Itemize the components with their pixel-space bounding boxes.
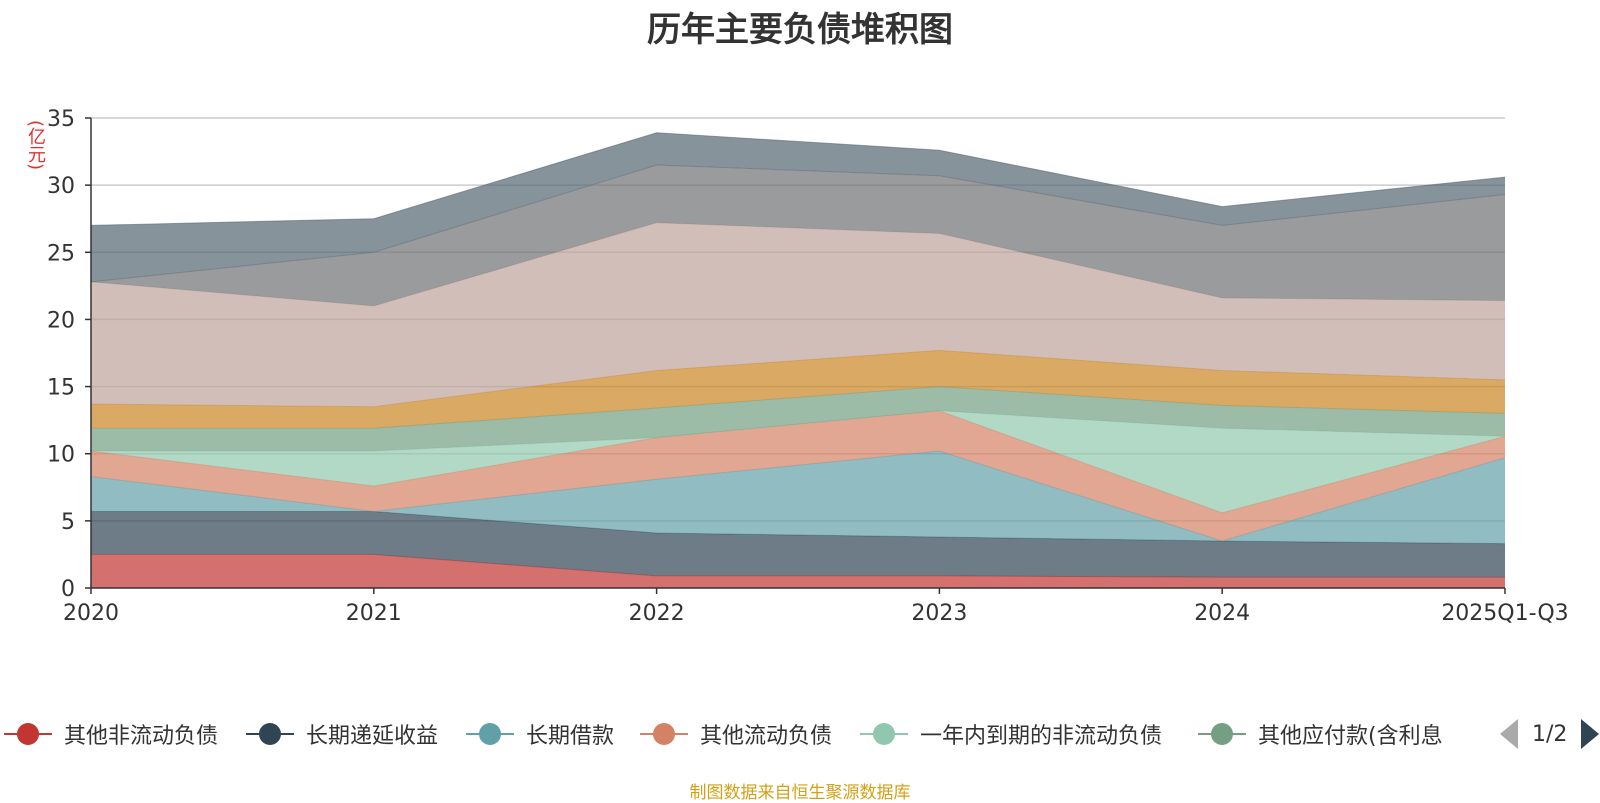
legend-marker-icon	[4, 719, 52, 749]
area-series-10-line	[90, 132, 1506, 226]
area-series-9-line	[90, 164, 1506, 283]
legend-page-indicator: 1/2	[1532, 721, 1568, 747]
y-tick-label: 10	[47, 443, 75, 468]
legend-label: 长期递延收益	[306, 724, 439, 749]
area-layer	[90, 132, 1506, 588]
y-tick-label: 25	[47, 241, 75, 266]
y-tick-label: 15	[47, 376, 75, 401]
area-series-10[interactable]	[91, 132, 1505, 282]
area-series-3[interactable]	[91, 451, 1505, 544]
y-tick-label: 35	[47, 107, 75, 132]
legend-item[interactable]: 长期递延收益	[246, 716, 438, 752]
legend: 其他非流动负债 长期递延收益 长期借款 其他流动负债 一年内到期的非流动负债 其他应付款(…	[0, 716, 1600, 756]
legend-label: 其他应付款(含利息	[1258, 724, 1443, 749]
legend-item[interactable]: 长期借款	[466, 716, 614, 752]
axis-layer: 0 5 10 15 20 25 30 35 2020 2021 2022 2023 2024 2025Q1…	[47, 107, 1569, 626]
legend-marker-icon	[1198, 719, 1246, 749]
y-axis-unit-label: (亿元)	[25, 120, 46, 171]
x-tick-label: 2025Q1-Q3	[1441, 601, 1568, 626]
legend-prev-arrow-icon[interactable]	[1500, 719, 1518, 749]
y-tick-label: 30	[47, 174, 75, 199]
x-tick-label: 2023	[911, 601, 967, 626]
legend-marker-icon	[246, 719, 294, 749]
legend-item[interactable]: 其他应付款(含利息	[1198, 716, 1443, 752]
legend-label: 其他非流动负债	[64, 724, 219, 749]
x-tick-label: 2020	[63, 601, 119, 626]
area-series-7[interactable]	[91, 350, 1505, 429]
x-tick-label: 2021	[346, 601, 402, 626]
area-series-8[interactable]	[91, 222, 1505, 407]
area-series-8-line	[90, 222, 1506, 307]
legend-item[interactable]: 一年内到期的非流动负债	[860, 716, 1162, 752]
y-tick-label: 5	[61, 510, 75, 535]
chart-title: 历年主要负债堆积图	[647, 10, 953, 50]
source-note: 制图数据来自恒生聚源数据库	[689, 783, 911, 803]
y-tick-label: 0	[61, 577, 75, 602]
legend-label: 其他流动负债	[700, 724, 833, 749]
area-series-9[interactable]	[91, 165, 1505, 306]
legend-marker-icon	[860, 719, 908, 749]
legend-marker-icon	[466, 719, 514, 749]
area-series-4[interactable]	[91, 410, 1505, 541]
area-series-1[interactable]	[91, 554, 1505, 588]
legend-item[interactable]: 其他非流动负债	[4, 716, 218, 752]
legend-label: 一年内到期的非流动负债	[920, 724, 1163, 749]
y-tick-label: 20	[47, 308, 75, 333]
area-series-5[interactable]	[91, 410, 1505, 513]
legend-pager: 1/2	[1500, 716, 1600, 752]
area-series-6[interactable]	[91, 386, 1505, 452]
area-series-2[interactable]	[91, 511, 1505, 578]
legend-item[interactable]: 其他流动负债	[640, 716, 832, 752]
x-tick-label: 2024	[1194, 601, 1250, 626]
legend-marker-icon	[640, 719, 688, 749]
legend-next-arrow-icon[interactable]	[1581, 719, 1600, 749]
legend-label: 长期借款	[526, 724, 615, 749]
x-tick-label: 2022	[629, 601, 685, 626]
